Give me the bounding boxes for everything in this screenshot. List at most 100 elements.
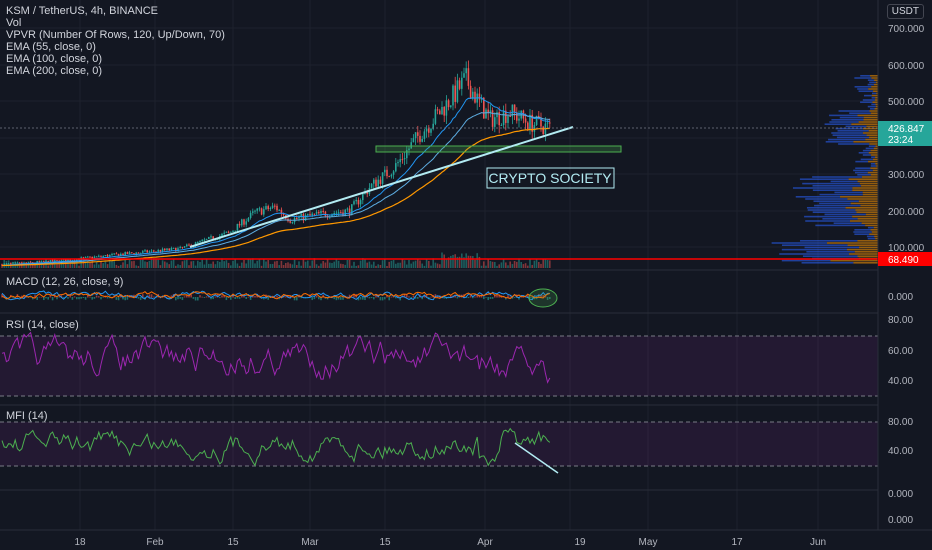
- candle-body: [175, 247, 177, 252]
- candle-body: [230, 231, 232, 233]
- volume-bar: [150, 258, 153, 268]
- candle-body: [267, 206, 269, 210]
- vpvr-up-bar: [830, 180, 858, 183]
- legend-ema100[interactable]: EMA (100, close, 0): [6, 53, 102, 65]
- candle-body: [223, 232, 225, 234]
- vpvr-up-bar: [835, 127, 864, 130]
- vpvr-down-bar: [848, 178, 878, 180]
- user-drawings[interactable]: CRYPTO SOCIETY: [0, 126, 878, 260]
- volume-bar: [502, 259, 505, 268]
- price-candles[interactable]: [1, 60, 551, 266]
- candle-body: [531, 114, 533, 132]
- vpvr-down-bar: [857, 180, 878, 183]
- candle-body: [491, 110, 494, 127]
- macd-histogram-bar: [375, 295, 377, 298]
- candle-body: [210, 236, 212, 238]
- vpvr-up-bar: [795, 196, 841, 198]
- candle-body: [467, 68, 470, 86]
- macd-histogram-bar: [186, 295, 188, 298]
- macd-histogram-bar: [205, 296, 208, 298]
- support-price-tag[interactable]: [878, 252, 932, 266]
- volume-bar: [322, 261, 324, 268]
- volume-bar: [282, 264, 285, 268]
- volume-bar: [157, 259, 159, 268]
- macd-pane[interactable]: [1, 288, 558, 308]
- volume-bar: [333, 261, 335, 268]
- volume-bar: [120, 264, 122, 268]
- volume-bar: [298, 261, 300, 268]
- candle-body: [379, 179, 382, 184]
- candle-body: [456, 80, 459, 102]
- volume-bar: [164, 261, 166, 268]
- volume-bar: [104, 261, 107, 268]
- mfi-divergence-line[interactable]: [514, 442, 559, 474]
- legend-volume[interactable]: Vol: [6, 17, 22, 29]
- candle-body: [324, 211, 327, 217]
- macd-histogram-bar: [456, 297, 459, 299]
- volume-bar: [254, 263, 256, 268]
- symbol-title[interactable]: KSM / TetherUS, 4h, BINANCE: [6, 5, 159, 17]
- vpvr-down-bar: [865, 224, 878, 227]
- vpvr-down-bar: [876, 92, 878, 95]
- volume-bar: [441, 252, 443, 268]
- macd-histogram-bar: [139, 297, 142, 301]
- volume-bar: [230, 265, 232, 268]
- volume-bar: [276, 260, 278, 268]
- macd-histogram-bar: [117, 297, 120, 301]
- candle-body: [245, 221, 247, 225]
- candle-body: [172, 247, 175, 249]
- candle-body: [65, 259, 67, 262]
- legend-vpvr[interactable]: VPVR (Number Of Rows, 120, Up/Down, 70): [6, 29, 225, 41]
- macd-histogram-bar: [34, 295, 36, 298]
- volume-bar: [544, 259, 547, 268]
- candle-body: [494, 117, 496, 127]
- volume-bar: [175, 265, 177, 268]
- candle-body: [27, 261, 30, 263]
- candle-body: [95, 256, 98, 258]
- candle-body: [498, 112, 500, 126]
- macd-histogram-bar: [263, 297, 265, 300]
- mfi-label[interactable]: MFI (14): [6, 410, 48, 422]
- candle-body: [111, 254, 113, 256]
- vpvr-down-bar: [869, 136, 878, 139]
- macd-label[interactable]: MACD (12, 26, close, 9): [6, 276, 124, 288]
- macd-histogram-bar: [21, 295, 23, 298]
- current-price-tag[interactable]: [878, 121, 932, 146]
- volume-bar: [529, 259, 531, 268]
- candle-body: [212, 236, 214, 240]
- rsi-pane[interactable]: [0, 331, 878, 397]
- volume-bar: [227, 262, 230, 268]
- candle-body: [82, 257, 85, 259]
- trend-line[interactable]: [189, 126, 574, 248]
- volume-bar: [509, 261, 511, 268]
- candle-body: [216, 238, 219, 240]
- volume-bar: [445, 259, 448, 268]
- macd-histogram-bar: [507, 295, 509, 298]
- rsi-label[interactable]: RSI (14, close): [6, 319, 79, 331]
- volume-bar: [135, 265, 137, 268]
- signal-line: [1, 290, 550, 300]
- mfi-pane[interactable]: [0, 421, 878, 474]
- candle-body: [159, 249, 162, 252]
- legend-ema55[interactable]: EMA (55, close, 0): [6, 41, 96, 53]
- volume-bar: [302, 258, 305, 268]
- resistance-zone[interactable]: [375, 145, 622, 153]
- volume-bar: [197, 260, 199, 268]
- candle-body: [485, 109, 487, 119]
- candle-body: [194, 242, 197, 246]
- volume-bar: [148, 260, 151, 268]
- macd-histogram-bar: [51, 297, 54, 301]
- volume-bar: [247, 258, 250, 268]
- macd-histogram-bar: [368, 297, 371, 299]
- quote-currency-badge[interactable]: USDT: [886, 4, 924, 19]
- macd-histogram-bar: [542, 295, 544, 298]
- volume-bar: [518, 258, 520, 268]
- macd-histogram-bar: [388, 297, 390, 301]
- macd-highlight[interactable]: [528, 288, 558, 308]
- candle-body: [513, 104, 516, 113]
- vpvr-up-bar: [814, 204, 861, 207]
- volume-bar: [388, 261, 390, 268]
- legend-ema200[interactable]: EMA (200, close, 0): [6, 65, 102, 77]
